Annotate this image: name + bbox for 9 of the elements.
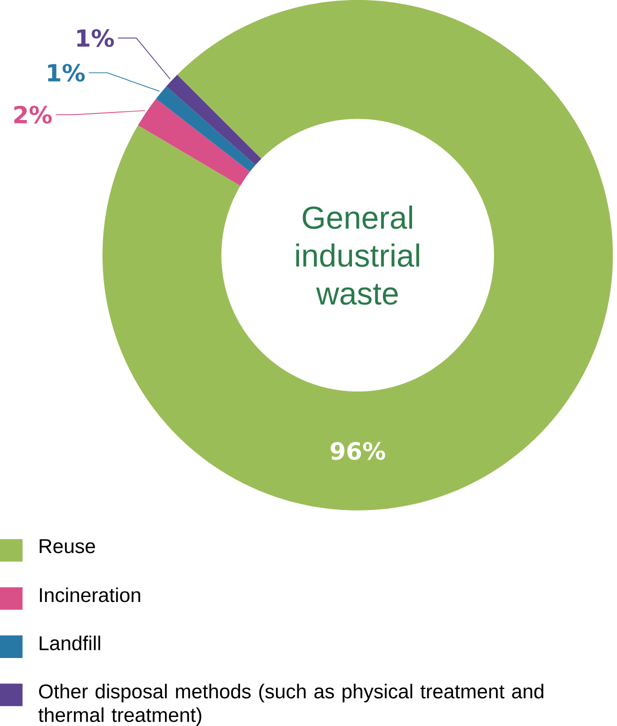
legend-label: Landfill bbox=[40, 636, 100, 650]
data-label: 1% bbox=[77, 29, 114, 48]
legend-label: Other disposal methods (such as physical treatment and thermal treatment) bbox=[38, 684, 544, 726]
data-label: 96% bbox=[330, 442, 386, 460]
data-label: 2% bbox=[14, 106, 52, 124]
legend-label: Reuse bbox=[40, 539, 95, 554]
legend-label: Incineration bbox=[40, 587, 140, 602]
text: General industrial waste bbox=[296, 206, 420, 305]
data-label: 1% bbox=[48, 64, 85, 82]
